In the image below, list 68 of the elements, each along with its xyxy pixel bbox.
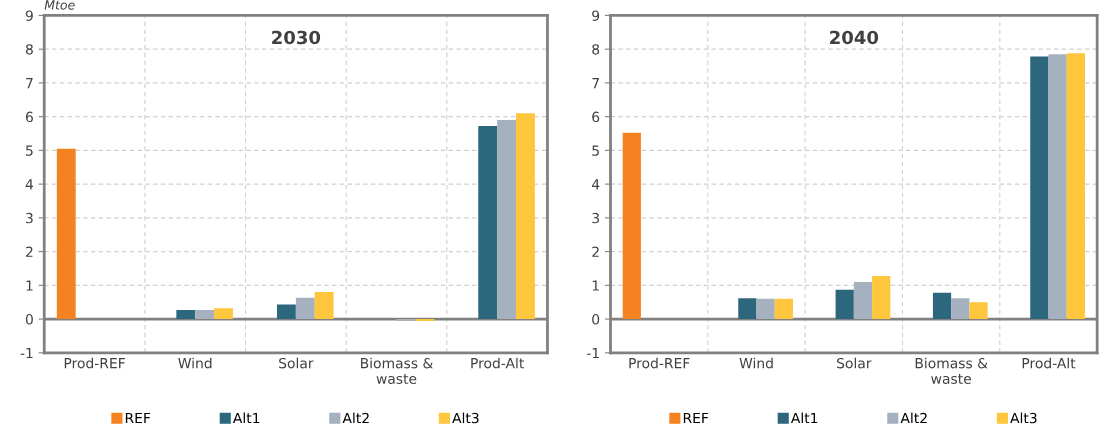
- y-tick-label: 1: [592, 280, 599, 291]
- bar: [951, 298, 970, 320]
- bar: [1030, 56, 1049, 320]
- y-tick-label: -1: [20, 347, 33, 359]
- y-axis-title: Mtoe: [44, 0, 75, 10]
- bar: [622, 132, 641, 320]
- bar: [214, 308, 233, 320]
- y-tick-label: 4: [591, 179, 600, 190]
- y-tick-label: 8: [592, 44, 600, 55]
- bar: [516, 113, 535, 320]
- x-tick-label: Biomass & waste: [361, 357, 433, 384]
- y-tick-label: 4: [25, 179, 34, 190]
- bar: [396, 319, 416, 322]
- bar: [56, 148, 76, 320]
- bar: [756, 298, 775, 320]
- bar: [1048, 54, 1067, 320]
- bar: [835, 289, 854, 320]
- y-tick-label: 2: [592, 246, 599, 257]
- legend-label: Alt1: [790, 412, 818, 424]
- y-tick-label: 8: [25, 44, 33, 55]
- y-tick-label: -1: [586, 347, 599, 359]
- bar: [276, 304, 296, 320]
- y-tick-label: 0: [592, 314, 600, 325]
- x-tick-label: Wind: [739, 357, 773, 369]
- bar: [738, 298, 757, 320]
- y-tick-label: 6: [25, 111, 33, 123]
- x-tick-label: Prod-REF: [629, 357, 690, 369]
- x-tick-label: Prod-Alt: [1022, 357, 1076, 369]
- text: 2040: [830, 30, 879, 45]
- x-tick-label: Prod-REF: [64, 357, 125, 369]
- y-tick-label: 5: [592, 145, 599, 156]
- legend-label: REF: [683, 412, 709, 424]
- bar: [1066, 53, 1085, 320]
- bar: [853, 281, 873, 320]
- x-tick-label: Solar: [279, 357, 314, 369]
- legend-label: Alt3: [452, 412, 479, 424]
- y-tick-label: 3: [26, 212, 33, 224]
- legend-label: Alt2: [342, 412, 369, 424]
- bar: [176, 309, 196, 320]
- bar: [774, 298, 793, 320]
- bar: [295, 297, 315, 320]
- bar: [969, 302, 988, 320]
- y-tick-label: 2: [26, 246, 33, 257]
- x-tick-label: Wind: [178, 357, 212, 369]
- legend-label: REF: [125, 412, 151, 424]
- y-tick-label: 6: [592, 111, 600, 123]
- text: 2030: [272, 30, 321, 45]
- y-tick-label: 0: [25, 314, 33, 325]
- x-tick-label: Solar: [837, 357, 872, 369]
- y-tick-label: 7: [592, 78, 599, 89]
- bar: [932, 292, 952, 320]
- x-tick-label: Biomass & waste: [915, 357, 988, 384]
- legend-label: Alt1: [232, 412, 260, 424]
- bar: [872, 275, 891, 320]
- y-tick-label: 9: [592, 10, 600, 21]
- x-tick-label: Prod-Alt: [471, 357, 524, 369]
- y-tick-label: 1: [26, 280, 33, 291]
- legend-label: Alt3: [1010, 412, 1037, 424]
- y-tick-label: 5: [26, 145, 33, 156]
- y-tick-label: 7: [26, 78, 33, 89]
- legend-label: Alt2: [900, 412, 927, 424]
- bar: [195, 309, 215, 320]
- y-tick-label: 3: [592, 212, 599, 224]
- bar: [497, 120, 517, 320]
- bar: [415, 319, 435, 322]
- bar: [478, 126, 498, 320]
- y-tick-label: 9: [25, 10, 33, 21]
- bar: [314, 292, 334, 320]
